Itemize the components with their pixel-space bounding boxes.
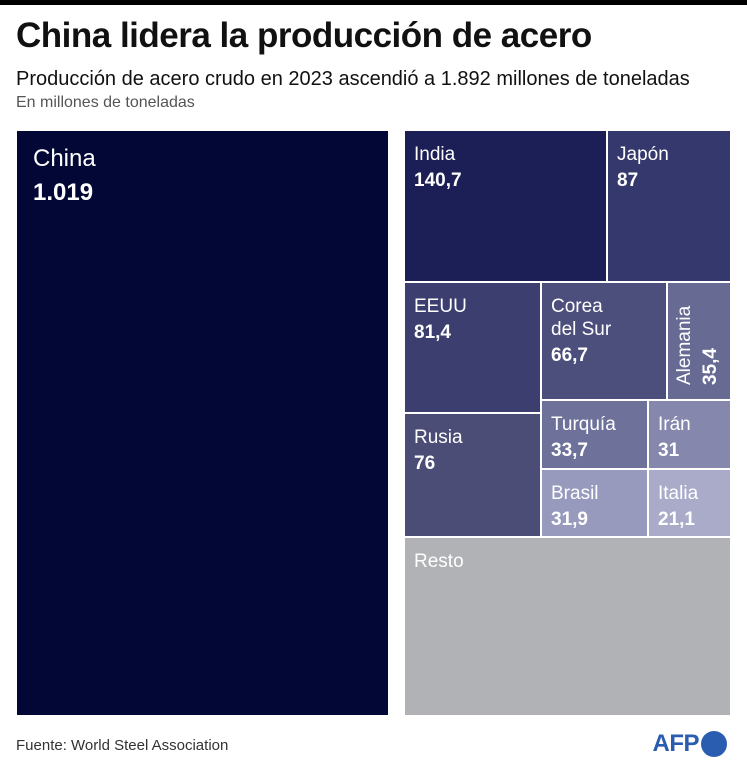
treemap-cell-eeuu: EEUU 81,4 <box>404 282 541 413</box>
cell-label: EEUU <box>414 296 467 317</box>
cell-label: Rusia <box>414 427 463 448</box>
treemap-cell-china: China 1.019 <box>16 130 389 716</box>
source-note: Fuente: World Steel Association <box>16 737 229 754</box>
top-rule <box>0 0 747 5</box>
cell-value: 140,7 <box>414 170 462 191</box>
cell-value: 66,7 <box>551 345 588 366</box>
afp-logo-text: AFP <box>652 730 700 757</box>
cell-value: 76 <box>414 453 436 474</box>
cell-label: Turquía <box>551 414 616 435</box>
cell-label: China <box>33 145 96 172</box>
cell-value: 87 <box>617 170 639 191</box>
cell-value: 31 <box>658 440 680 461</box>
cell-label: Corea del Sur <box>551 296 612 340</box>
cell-value: 31,9 <box>551 509 588 530</box>
cell-label: Alemania <box>674 305 695 385</box>
unit-label: En millones de toneladas <box>16 94 195 111</box>
cell-label: Irán <box>658 414 691 435</box>
cell-value: 1.019 <box>33 179 94 206</box>
treemap-cell-corea-del-sur: Corea del Sur 66,7 <box>541 282 667 400</box>
chart-title: China lidera la producción de acero <box>16 16 592 55</box>
treemap-cell-rusia: Rusia 76 <box>404 413 541 537</box>
cell-value: 35,4 <box>700 348 721 385</box>
cell-label: Japón <box>617 144 669 165</box>
treemap-cell-alemania: Alemania 35,4 <box>667 282 731 400</box>
treemap-cell-brasil: Brasil 31,9 <box>541 469 648 537</box>
afp-logo: AFP <box>652 730 727 758</box>
treemap-cell-italia: Italia 21,1 <box>648 469 731 537</box>
treemap-cell-japon: Japón 87 <box>607 130 731 282</box>
chart-subtitle: Producción de acero crudo en 2023 ascend… <box>16 68 690 90</box>
treemap-cell-resto: Resto <box>404 537 731 716</box>
treemap-cell-india: India 140,7 <box>404 130 607 282</box>
cell-label: India <box>414 144 456 165</box>
cell-value: 21,1 <box>658 509 695 530</box>
cell-value: 33,7 <box>551 440 588 461</box>
cell-label: Brasil <box>551 483 599 504</box>
cell-label: Resto <box>414 551 464 572</box>
afp-logo-dot-icon <box>701 731 727 757</box>
treemap-cell-turquia: Turquía 33,7 <box>541 400 648 469</box>
cell-value: 81,4 <box>414 322 451 343</box>
treemap-cell-iran: Irán 31 <box>648 400 731 469</box>
cell-label: Italia <box>658 483 699 504</box>
